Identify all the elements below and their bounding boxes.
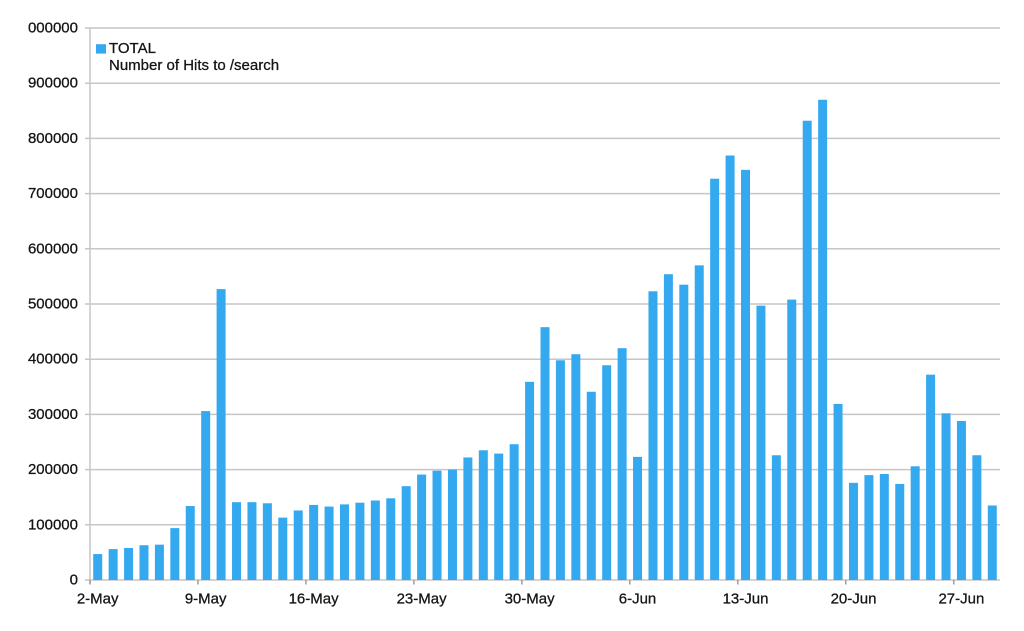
svg-text:Number of Hits to /search: Number of Hits to /search	[109, 57, 279, 74]
svg-text:800000: 800000	[28, 130, 78, 147]
svg-text:500000: 500000	[28, 296, 78, 313]
svg-text:300000: 300000	[28, 406, 78, 423]
svg-text:20-Jun: 20-Jun	[831, 591, 877, 608]
svg-text:600000: 600000	[28, 240, 78, 257]
svg-text:30-May: 30-May	[505, 591, 556, 608]
svg-text:000000: 000000	[28, 20, 78, 37]
svg-text:23-May: 23-May	[397, 591, 448, 608]
svg-text:200000: 200000	[28, 461, 78, 478]
svg-text:900000: 900000	[28, 75, 78, 92]
svg-text:100000: 100000	[28, 516, 78, 533]
svg-text:13-Jun: 13-Jun	[723, 591, 769, 608]
svg-text:700000: 700000	[28, 185, 78, 202]
svg-text:0: 0	[70, 572, 78, 589]
svg-text:9-May: 9-May	[185, 591, 227, 608]
svg-text:TOTAL: TOTAL	[109, 40, 156, 57]
svg-text:16-May: 16-May	[289, 591, 340, 608]
svg-text:400000: 400000	[28, 351, 78, 368]
svg-text:6-Jun: 6-Jun	[619, 591, 657, 608]
svg-text:2-May: 2-May	[77, 591, 119, 608]
svg-text:27-Jun: 27-Jun	[938, 591, 984, 608]
